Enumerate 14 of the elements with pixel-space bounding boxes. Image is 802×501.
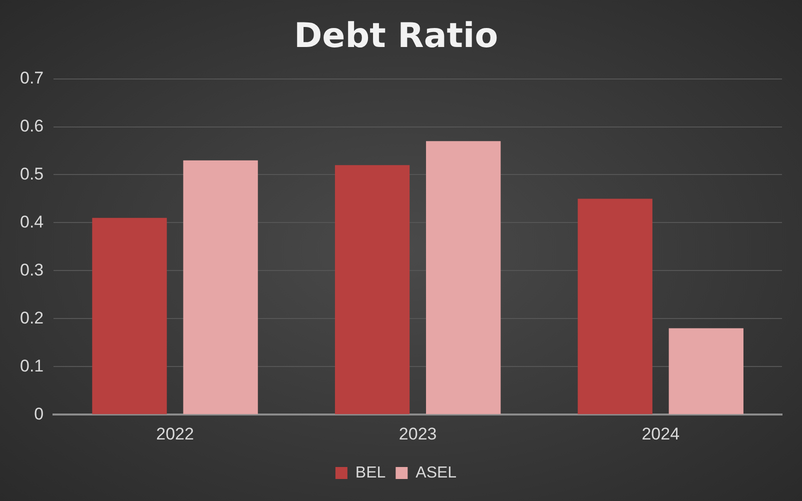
y-tick-label: 0.2 [20, 308, 44, 328]
legend-label: ASEL [416, 464, 457, 482]
y-tick-label: 0 [34, 404, 44, 424]
y-tick-label: 0.4 [20, 212, 44, 232]
legend-label: BEL [355, 464, 386, 482]
y-tick-label: 0.1 [20, 356, 44, 376]
y-tick-label: 0.3 [20, 260, 44, 280]
x-tick-label: 2023 [398, 424, 437, 444]
y-tick-label: 0.5 [20, 164, 44, 184]
y-tick-label: 0.6 [20, 116, 44, 136]
x-tick-label: 2022 [156, 424, 194, 444]
chart-title: Debt Ratio [294, 16, 498, 56]
x-tick-label: 2024 [642, 424, 680, 444]
y-tick-label: 0.7 [20, 68, 44, 88]
